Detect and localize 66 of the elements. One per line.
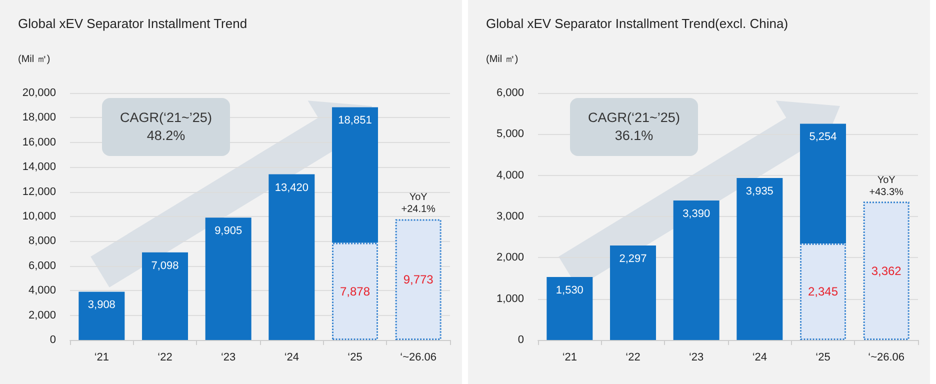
y-tick-label: 2,000 [28,309,56,322]
y-tick-label: 16,000 [22,136,56,148]
data-label: 13,420 [274,182,308,194]
y-tick-label: 20,000 [22,87,56,99]
y-tick-label: 5,000 [496,128,524,140]
x-tick-label: ‘23 [220,352,236,364]
chart-title: Global xEV Separator Installment Trend [18,16,248,31]
data-label: 3,908 [88,299,116,312]
data-label: 1,530 [556,284,584,297]
y-tick-label: 0 [50,334,56,346]
data-label: 2,297 [619,252,647,265]
bar [800,124,846,244]
y-tick-label: 1,000 [496,292,524,305]
bar [800,243,846,340]
data-label: 2,345 [808,284,838,299]
y-tick-label: 3,000 [496,210,524,222]
data-label: 3,390 [682,208,710,220]
data-label: 3,935 [746,186,774,198]
y-tick-label: 4,000 [496,169,524,182]
data-label: 7,098 [151,260,179,272]
x-tick-label: ‘24 [752,352,768,364]
x-tick-label: ‘23 [688,352,704,364]
bar [205,218,252,340]
data-label: 7,878 [340,284,370,298]
annotation: YoY +43.3% [869,174,904,199]
x-tick-label: ‘25 [348,352,362,364]
y-tick-label: 18,000 [22,112,56,124]
data-label: 9,773 [403,272,434,287]
chart-title: Global xEV Separator Installment Trend(excl. China) [486,16,788,31]
data-label: 3,362 [871,264,902,278]
x-tick-label: ‘24 [284,352,300,364]
bar [332,242,378,340]
total-label: 18,851 [338,114,372,127]
y-tick-label: 6,000 [496,87,524,99]
x-tick-label: ‘22 [158,352,172,364]
total-label: 5,254 [809,131,837,144]
x-tick-label: ‘25 [816,352,830,364]
y-axis-title: (Mil ㎡) [486,53,518,66]
bar [736,178,783,340]
x-tick-label: ‘21 [562,352,578,364]
bar [546,277,593,340]
bar [268,174,315,340]
y-axis-title: (Mil ㎡) [18,53,50,66]
x-tick-label: ‘22 [626,352,640,364]
y-tick-label: 4,000 [28,284,56,297]
annotation: CAGR(‘21~’25) 48.2% [102,98,230,156]
bar [863,202,910,340]
x-tick-label: ‘~26.06 [868,352,905,364]
annotation: CAGR(‘21~’25) 36.1% [570,98,698,156]
bar [332,107,378,243]
bar [142,252,188,340]
bar [395,219,442,340]
y-tick-label: 6,000 [28,260,56,272]
y-tick-label: 10,000 [22,210,56,222]
x-tick-label: ‘~26.06 [400,352,437,364]
y-tick-label: 2,000 [496,252,524,264]
y-tick-label: 12,000 [22,186,56,198]
data-label: 9,905 [214,225,242,238]
bar [78,292,125,340]
bar [610,245,656,340]
y-tick-label: 0 [518,334,524,346]
y-tick-label: 14,000 [22,161,56,174]
annotation: YoY +24.1% [401,192,436,216]
y-tick-label: 8,000 [28,235,56,248]
bar [673,200,720,340]
x-tick-label: ‘21 [94,352,110,364]
